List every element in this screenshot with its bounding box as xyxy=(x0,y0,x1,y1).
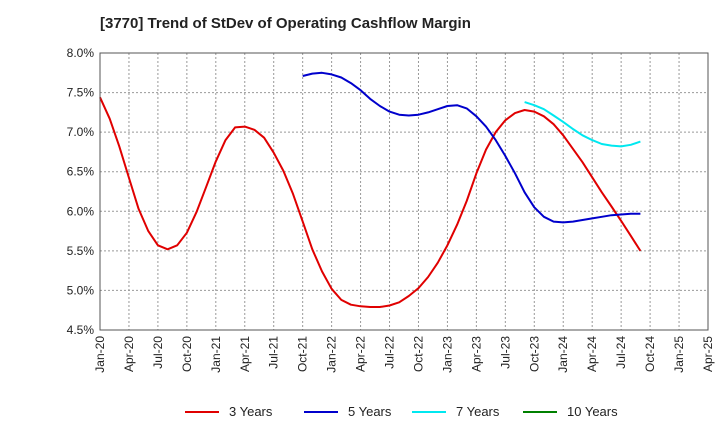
y-tick-label: 8.0% xyxy=(67,46,95,60)
y-tick-label: 6.5% xyxy=(67,165,95,179)
x-tick-label: Jan-21 xyxy=(209,336,223,373)
legend-swatch xyxy=(412,410,446,413)
legend-label: 10 Years xyxy=(567,404,618,419)
legend: 3 Years 5 Years 7 Years 10 Years xyxy=(0,404,720,426)
y-tick-label: 5.0% xyxy=(67,283,95,297)
grid xyxy=(99,52,709,331)
x-tick-label: Apr-22 xyxy=(354,336,368,372)
x-axis-ticks: Jan-20 Apr-20 Jul-20 Oct-20 Jan-21 Apr-21 Jul-… xyxy=(93,336,715,373)
y-tick-label: 7.0% xyxy=(67,125,95,139)
legend-item: 5 Years xyxy=(304,404,391,419)
legend-swatch xyxy=(185,410,219,413)
plot-frame xyxy=(99,52,709,331)
legend-label: 7 Years xyxy=(456,404,500,419)
x-tick-label: Jul-22 xyxy=(383,336,397,369)
legend-item: 10 Years xyxy=(523,404,618,419)
x-tick-label: Apr-20 xyxy=(122,336,136,372)
x-tick-label: Oct-24 xyxy=(643,336,657,372)
x-tick-label: Apr-24 xyxy=(585,336,599,372)
series-line-5-years xyxy=(302,71,641,224)
legend-item: 3 Years xyxy=(185,404,272,419)
legend-swatch xyxy=(523,410,557,413)
x-tick-label: Jan-23 xyxy=(440,336,454,373)
y-tick-label: 6.0% xyxy=(67,204,95,218)
plot-border xyxy=(99,52,709,331)
x-tick-label: Jan-20 xyxy=(93,336,107,373)
x-tick-label: Jul-20 xyxy=(151,336,165,369)
x-tick-label: Apr-25 xyxy=(701,336,715,372)
x-tick-label: Oct-23 xyxy=(527,336,541,372)
legend-item: 7 Years xyxy=(412,404,499,419)
series-line-7-years xyxy=(524,101,641,148)
x-tick-label: Apr-21 xyxy=(238,336,252,372)
x-tick-label: Jan-22 xyxy=(325,336,339,373)
chart-title: [3770] Trend of StDev of Operating Cashf… xyxy=(100,15,471,32)
legend-label: 3 Years xyxy=(229,404,273,419)
x-tick-label: Jul-24 xyxy=(614,336,628,369)
x-tick-label: Oct-21 xyxy=(296,336,310,372)
series-line-3-years xyxy=(99,96,642,308)
legend-swatch xyxy=(304,410,338,413)
x-tick-label: Oct-22 xyxy=(411,336,425,372)
y-tick-label: 7.5% xyxy=(67,86,95,100)
y-tick-label: 5.5% xyxy=(67,244,95,258)
series-lines xyxy=(99,71,642,308)
legend-label: 5 Years xyxy=(348,404,392,419)
x-tick-label: Jan-24 xyxy=(556,336,570,373)
x-tick-label: Apr-23 xyxy=(469,336,483,372)
x-tick-label: Oct-20 xyxy=(180,336,194,372)
x-tick-label: Jan-25 xyxy=(672,336,686,373)
y-axis-ticks: 8.0% 7.5% 7.0% 6.5% 6.0% 5.5% 5.0% 4.5% xyxy=(67,46,95,337)
y-tick-label: 4.5% xyxy=(67,323,95,337)
x-tick-label: Jul-23 xyxy=(498,336,512,369)
x-tick-label: Jul-21 xyxy=(267,336,281,369)
